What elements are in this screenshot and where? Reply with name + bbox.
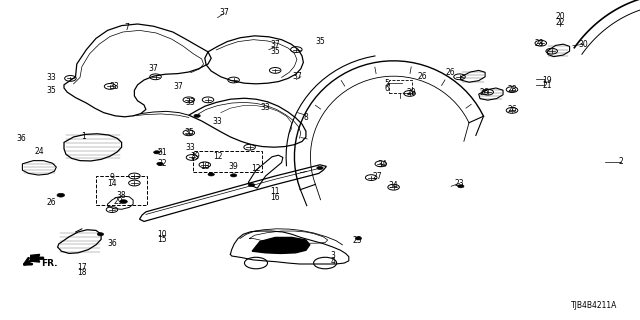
Circle shape bbox=[154, 151, 160, 154]
Text: 33: 33 bbox=[260, 103, 271, 112]
Text: 18: 18 bbox=[77, 268, 86, 277]
Text: 10: 10 bbox=[157, 230, 167, 239]
Text: 7: 7 bbox=[124, 23, 129, 32]
Text: 26: 26 bbox=[479, 88, 490, 97]
Text: 36: 36 bbox=[17, 134, 27, 143]
Text: 15: 15 bbox=[157, 236, 167, 244]
Text: 33: 33 bbox=[185, 143, 195, 152]
Text: 22: 22 bbox=[556, 18, 564, 27]
Circle shape bbox=[230, 174, 237, 177]
Text: 37: 37 bbox=[219, 8, 229, 17]
Text: 37: 37 bbox=[292, 72, 303, 81]
Text: 29: 29 bbox=[113, 197, 124, 206]
Text: 3: 3 bbox=[330, 252, 335, 260]
Text: 25: 25 bbox=[352, 236, 362, 245]
Text: 13: 13 bbox=[200, 162, 210, 171]
Circle shape bbox=[355, 237, 362, 240]
Circle shape bbox=[248, 183, 255, 187]
Circle shape bbox=[194, 114, 200, 117]
Bar bbox=[193, 151, 262, 172]
Text: 28: 28 bbox=[508, 85, 516, 94]
Text: 6: 6 bbox=[385, 84, 390, 93]
Text: FR.: FR. bbox=[42, 259, 58, 268]
Text: 33: 33 bbox=[212, 117, 223, 126]
Text: 34: 34 bbox=[388, 181, 399, 190]
Text: TJB4B4211A: TJB4B4211A bbox=[572, 301, 618, 310]
Text: 35: 35 bbox=[184, 128, 194, 137]
Text: 35: 35 bbox=[315, 37, 325, 46]
Text: 23: 23 bbox=[454, 179, 465, 188]
Text: 29: 29 bbox=[406, 88, 417, 97]
Text: 24: 24 bbox=[35, 147, 45, 156]
Text: 27: 27 bbox=[372, 172, 383, 181]
Text: 21: 21 bbox=[543, 81, 552, 90]
Text: 33: 33 bbox=[46, 73, 56, 82]
Text: 17: 17 bbox=[77, 263, 87, 272]
Text: 34: 34 bbox=[378, 160, 388, 169]
Text: 26: 26 bbox=[417, 72, 428, 81]
Circle shape bbox=[157, 162, 163, 165]
Text: 16: 16 bbox=[270, 193, 280, 202]
Text: 9: 9 bbox=[109, 173, 115, 182]
Bar bbox=[96, 176, 147, 205]
Text: 30: 30 bbox=[579, 40, 589, 49]
Circle shape bbox=[458, 185, 464, 188]
Text: 36: 36 bbox=[107, 239, 117, 248]
Text: 26: 26 bbox=[507, 105, 517, 114]
Polygon shape bbox=[252, 237, 310, 253]
Text: 33: 33 bbox=[186, 98, 196, 107]
Text: 8: 8 bbox=[303, 113, 308, 122]
Text: 31: 31 bbox=[157, 148, 167, 156]
Text: 28: 28 bbox=[535, 39, 544, 48]
Circle shape bbox=[97, 233, 104, 236]
Polygon shape bbox=[31, 254, 44, 262]
Text: 12: 12 bbox=[213, 152, 222, 161]
Text: 2: 2 bbox=[618, 157, 623, 166]
Circle shape bbox=[317, 166, 323, 170]
Circle shape bbox=[208, 173, 214, 176]
Text: 38: 38 bbox=[116, 191, 127, 200]
Text: 5: 5 bbox=[385, 79, 390, 88]
Text: 39: 39 bbox=[228, 162, 239, 171]
Text: 19: 19 bbox=[542, 76, 552, 84]
Text: 32: 32 bbox=[157, 159, 167, 168]
Text: 11: 11 bbox=[271, 188, 280, 196]
Text: 33: 33 bbox=[109, 82, 119, 91]
Text: 26: 26 bbox=[46, 198, 56, 207]
Text: 37: 37 bbox=[173, 82, 183, 91]
Circle shape bbox=[120, 200, 127, 204]
Text: 4: 4 bbox=[330, 257, 335, 266]
Text: 20: 20 bbox=[555, 12, 565, 21]
Bar bbox=[389, 80, 412, 93]
Text: 39: 39 bbox=[190, 152, 200, 161]
Text: 12: 12 bbox=[252, 164, 260, 172]
Circle shape bbox=[57, 193, 65, 197]
Text: 37: 37 bbox=[270, 40, 280, 49]
Text: 26: 26 bbox=[445, 68, 455, 77]
Text: 1: 1 bbox=[81, 132, 86, 141]
Text: 35: 35 bbox=[46, 86, 56, 95]
Text: 14: 14 bbox=[107, 179, 117, 188]
Text: 37: 37 bbox=[148, 64, 159, 73]
Text: 35: 35 bbox=[270, 47, 280, 56]
